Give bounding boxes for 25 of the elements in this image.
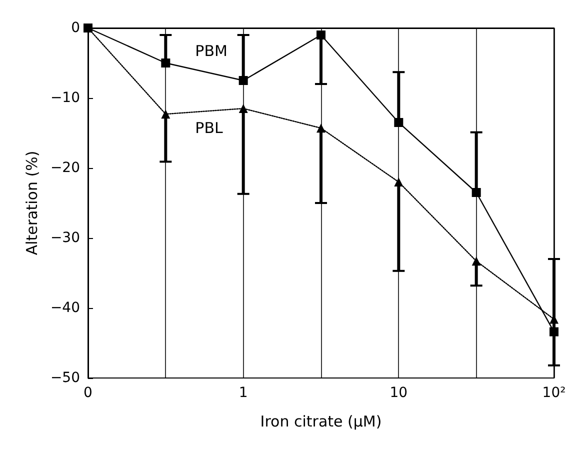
x-axis-title: Iron citrate (μM) [260,412,382,430]
point [161,110,170,119]
x-tick-label: 0 [84,385,92,401]
y-tick-label: −30 [50,230,80,246]
point [238,104,248,113]
y-tick-label: −10 [50,90,80,106]
point [472,188,481,197]
point [472,256,481,266]
series-label: PBL [195,119,224,138]
point [394,118,404,127]
x-tick-label: 10² [542,385,566,401]
y-tick-label: −20 [50,160,80,176]
y-tick-label: −40 [50,300,80,316]
point [394,178,404,186]
x-tick-label: 10 [390,385,408,401]
y-tick-label: −50 [50,370,80,386]
x-tick-label: 1 [238,385,248,401]
y-axis-title: Alteration (%) [23,150,42,256]
y-tick-label: 0 [71,20,80,36]
point [316,124,326,133]
point [161,58,170,68]
point [316,30,326,40]
point [238,76,248,85]
series-label: PBM [195,42,228,60]
point [550,327,558,336]
